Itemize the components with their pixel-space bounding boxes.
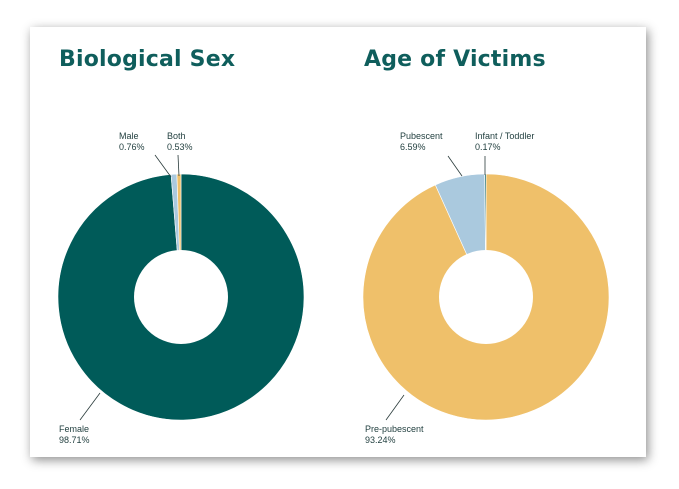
- leader-line-male: [154, 154, 172, 178]
- chart-title-biological-sex: Biological Sex: [59, 47, 236, 72]
- label-pubescent-name: Pubescent: [400, 131, 443, 141]
- label-male-name: Male: [119, 131, 139, 141]
- donut-hole: [439, 250, 533, 344]
- label-male: Male 0.76%: [119, 131, 145, 153]
- donut-hole: [134, 250, 228, 344]
- leader-line-pre-pubescent: [385, 394, 405, 421]
- leader-line-female: [79, 392, 101, 421]
- label-infant-toddler: Infant / Toddler 0.17%: [475, 131, 534, 153]
- donut-age-of-victims: [362, 173, 610, 421]
- label-pre-pubescent-name: Pre-pubescent: [365, 424, 424, 434]
- label-male-value: 0.76%: [119, 142, 145, 152]
- label-female: Female 98.71%: [59, 424, 90, 446]
- donut-biological-sex: [57, 173, 305, 421]
- label-pubescent: Pubescent 6.59%: [400, 131, 443, 153]
- leader-line-both: [177, 154, 180, 177]
- label-infant-toddler-value: 0.17%: [475, 142, 501, 152]
- label-female-name: Female: [59, 424, 90, 434]
- label-pre-pubescent: Pre-pubescent 93.24%: [365, 424, 424, 446]
- leader-line-pubescent: [447, 155, 463, 177]
- label-pubescent-value: 6.59%: [400, 142, 426, 152]
- label-both-value: 0.53%: [167, 142, 193, 152]
- label-pre-pubescent-value: 93.24%: [365, 435, 396, 445]
- label-both: Both 0.53%: [167, 131, 193, 153]
- label-infant-toddler-name: Infant / Toddler: [475, 131, 535, 141]
- leader-lines: [79, 154, 486, 421]
- label-both-name: Both: [167, 131, 186, 141]
- label-female-value: 98.71%: [59, 435, 90, 445]
- chart-title-age-of-victims: Age of Victims: [364, 47, 546, 72]
